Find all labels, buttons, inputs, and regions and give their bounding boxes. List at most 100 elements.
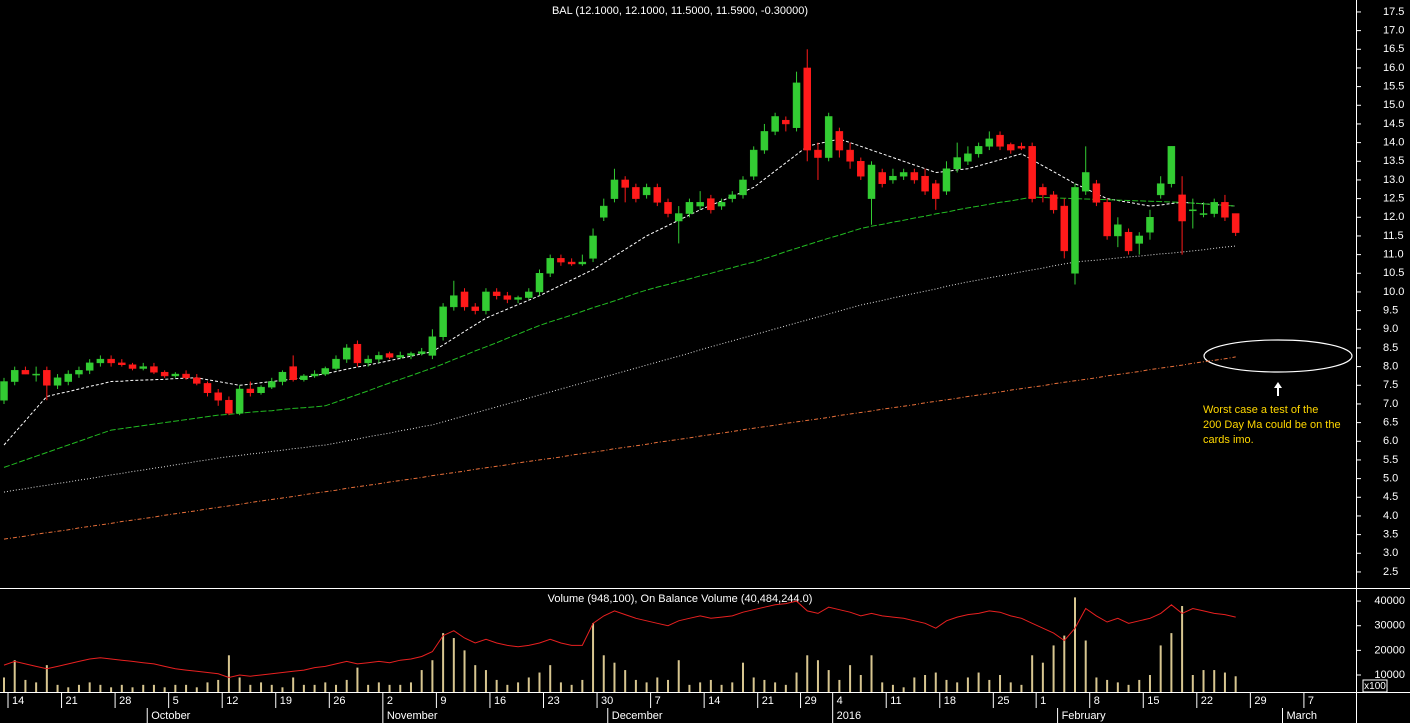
candle-body xyxy=(128,364,137,369)
volume-unit: x100 xyxy=(1364,681,1386,692)
month-label: 2016 xyxy=(837,710,861,722)
volume-bar xyxy=(1159,645,1162,692)
volume-bar xyxy=(185,684,188,692)
candle-body xyxy=(321,368,330,375)
volume-bar xyxy=(774,682,777,692)
candle-body xyxy=(450,295,458,308)
candle-body xyxy=(942,168,951,192)
volume-bar xyxy=(120,684,123,692)
volume-tick-label: 10000 xyxy=(1374,669,1405,681)
volume-bar xyxy=(924,675,927,692)
candle-body xyxy=(953,157,961,169)
volume-bar xyxy=(24,679,27,692)
x-tick-label: 5 xyxy=(173,695,179,707)
x-tick-label: 12 xyxy=(226,695,238,707)
y-tick-label: 14.5 xyxy=(1383,118,1404,130)
candle-body xyxy=(375,355,383,360)
volume-bar xyxy=(977,672,980,692)
candle-body xyxy=(632,187,640,199)
candle-body xyxy=(867,164,876,199)
candle-body xyxy=(268,381,276,388)
y-tick-label: 7.0 xyxy=(1383,398,1398,410)
candle-body xyxy=(557,258,565,263)
candle-body xyxy=(546,258,554,274)
x-tick-label: 29 xyxy=(1254,695,1266,707)
candle-body xyxy=(85,362,94,371)
candle-body xyxy=(364,358,372,364)
volume-bar xyxy=(217,679,220,692)
x-tick-label: 23 xyxy=(548,695,560,707)
volume-bar xyxy=(645,682,648,692)
volume-bar xyxy=(463,650,466,692)
candle-body xyxy=(43,370,51,386)
y-tick-label: 16.0 xyxy=(1383,62,1404,74)
y-tick-label: 17.0 xyxy=(1383,25,1404,37)
chart-title: BAL (12.1000, 12.1000, 11.5000, 11.5900,… xyxy=(552,5,808,17)
volume-bar xyxy=(88,682,91,692)
candle-body xyxy=(792,82,801,128)
candle-body xyxy=(642,187,651,196)
y-tick-label: 3.0 xyxy=(1383,547,1398,559)
candle-body xyxy=(150,366,158,373)
volume-bar xyxy=(720,684,723,692)
volume-bar xyxy=(913,677,916,692)
y-tick-label: 12.5 xyxy=(1383,193,1404,205)
candle-body xyxy=(589,235,597,259)
volume-bar xyxy=(1170,633,1173,692)
volume-bar xyxy=(549,665,552,692)
volume-bar xyxy=(784,684,787,692)
candle-body xyxy=(974,146,983,155)
candle-body xyxy=(1049,194,1058,211)
volume-bar xyxy=(238,677,241,692)
x-tick-label: 18 xyxy=(944,695,956,707)
candle-body xyxy=(771,116,779,132)
candle-body xyxy=(1017,146,1026,149)
x-tick-label: 25 xyxy=(997,695,1009,707)
volume-bar xyxy=(602,655,605,692)
volume-bar xyxy=(581,679,584,692)
volume-bar xyxy=(367,684,370,692)
volume-bar xyxy=(56,684,59,692)
y-tick-label: 9.0 xyxy=(1383,323,1398,335)
candle-body xyxy=(921,175,929,192)
candle-body xyxy=(578,261,587,265)
volume-bar xyxy=(431,660,434,692)
volume-bar xyxy=(570,684,573,692)
candle-body xyxy=(193,377,201,384)
volume-bar xyxy=(527,677,530,692)
candle-body xyxy=(32,373,40,376)
volume-bar xyxy=(13,660,16,692)
candle-body xyxy=(1006,144,1015,151)
y-tick-label: 9.5 xyxy=(1383,305,1398,317)
volume-bar xyxy=(656,677,659,692)
volume-bar xyxy=(409,682,412,692)
candle-body xyxy=(300,375,308,380)
volume-bar xyxy=(260,682,263,692)
volume-bar xyxy=(335,684,338,692)
volume-bar xyxy=(1234,676,1237,692)
annotation: Worst case a test of the 200 Day Ma could… xyxy=(1203,404,1341,446)
y-tick-label: 4.0 xyxy=(1383,510,1398,522)
candle-body xyxy=(1231,213,1240,233)
y-tick-label: 17.5 xyxy=(1383,6,1404,18)
x-tick-label: 7 xyxy=(1308,695,1314,707)
candle-body xyxy=(1103,202,1111,237)
volume-bar xyxy=(324,682,327,692)
candle-body xyxy=(567,261,576,265)
volume-bar xyxy=(1095,677,1098,692)
volume-bar xyxy=(816,660,819,692)
volume-bar xyxy=(399,684,402,692)
volume-bar xyxy=(1116,682,1119,692)
x-tick-label: 21 xyxy=(762,695,774,707)
volume-bar xyxy=(1138,679,1141,692)
volume-bar xyxy=(345,679,348,692)
candle-body xyxy=(1189,209,1197,212)
volume-bar xyxy=(1063,635,1066,692)
candle-body xyxy=(535,273,544,293)
volume-bar xyxy=(452,638,455,692)
x-tick-label: 15 xyxy=(1147,695,1159,707)
month-label: October xyxy=(151,710,190,722)
candle-body xyxy=(385,353,394,358)
candle-body xyxy=(846,149,854,162)
candle-body xyxy=(525,291,533,298)
